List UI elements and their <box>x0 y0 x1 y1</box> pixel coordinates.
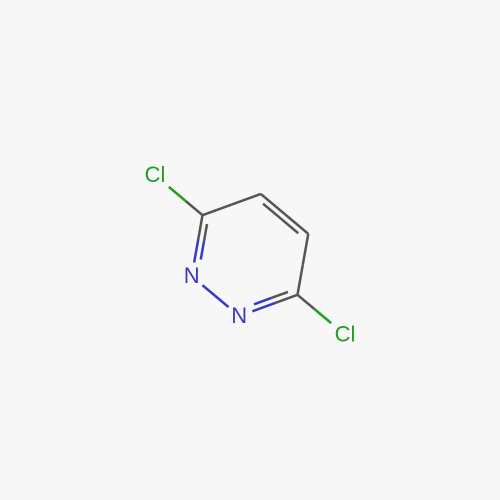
bond-segment <box>202 285 215 296</box>
bond-segment <box>297 295 314 309</box>
bond-segment <box>186 201 203 215</box>
atom-label-cl: Cl <box>145 162 166 187</box>
bond-segment <box>271 292 288 298</box>
molecule-diagram: Cl Cl N N <box>0 0 500 500</box>
bond-segment <box>204 224 207 242</box>
bond-segment <box>198 215 202 239</box>
bond-segment <box>263 204 281 219</box>
atom-label-cl: Cl <box>335 322 356 347</box>
atom-label-n: N <box>184 263 200 288</box>
bond-segment <box>297 264 302 295</box>
bond-segment <box>169 187 186 201</box>
bond-segment <box>303 234 308 265</box>
bond-segment <box>314 309 331 323</box>
bond-segment <box>254 298 271 304</box>
bond-segment <box>203 205 232 216</box>
bond-segment <box>194 239 198 263</box>
bond-segment <box>201 242 204 260</box>
bond-segment <box>215 296 228 307</box>
atom-label-n: N <box>231 303 247 328</box>
bond-segment <box>281 218 299 233</box>
bond-segment <box>232 194 261 205</box>
